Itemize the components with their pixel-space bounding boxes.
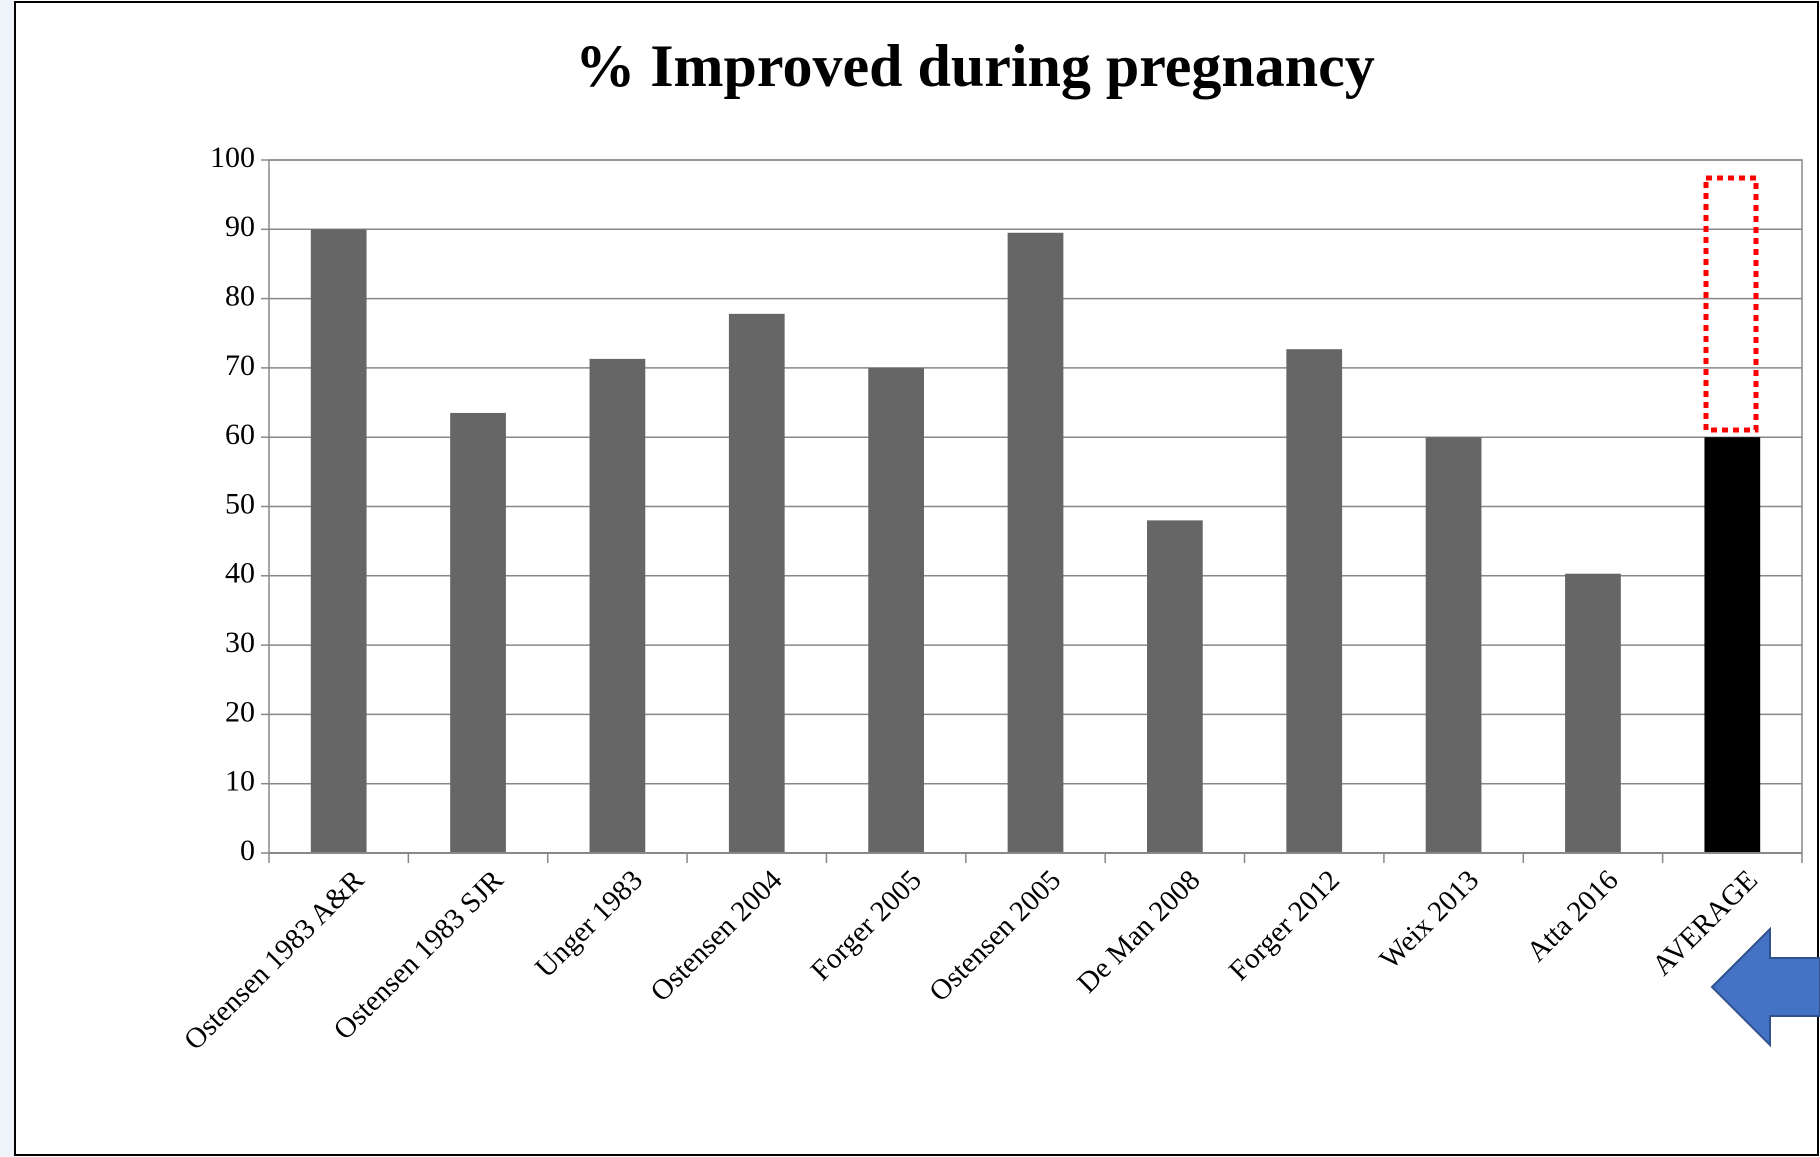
highlight-box [1703, 175, 1759, 433]
bar [1007, 232, 1064, 853]
y-tick-label: 40 [225, 557, 255, 590]
y-tick-label: 0 [240, 834, 255, 867]
y-tick-label: 10 [225, 765, 255, 798]
bar [1425, 437, 1482, 853]
side-strip [0, 0, 14, 1157]
bar [868, 367, 925, 853]
bar [1286, 349, 1343, 853]
y-tick-label: 70 [225, 349, 255, 382]
chart-title: % Improved during pregnancy [575, 33, 1375, 99]
y-tick-label: 20 [225, 695, 255, 728]
y-tick-label: 80 [225, 279, 255, 312]
bar [1565, 573, 1621, 853]
y-tick-label: 60 [225, 418, 255, 451]
bar [728, 313, 785, 853]
pointer-arrow [1710, 926, 1820, 1048]
y-tick-label: 50 [225, 487, 255, 520]
y-tick-label: 100 [210, 141, 255, 174]
y-tick-label: 30 [225, 626, 255, 659]
bar [310, 229, 367, 854]
bar [450, 412, 506, 853]
bar [1704, 437, 1761, 853]
bar [589, 358, 646, 853]
y-tick-label: 90 [225, 210, 255, 243]
bar [1146, 520, 1203, 853]
